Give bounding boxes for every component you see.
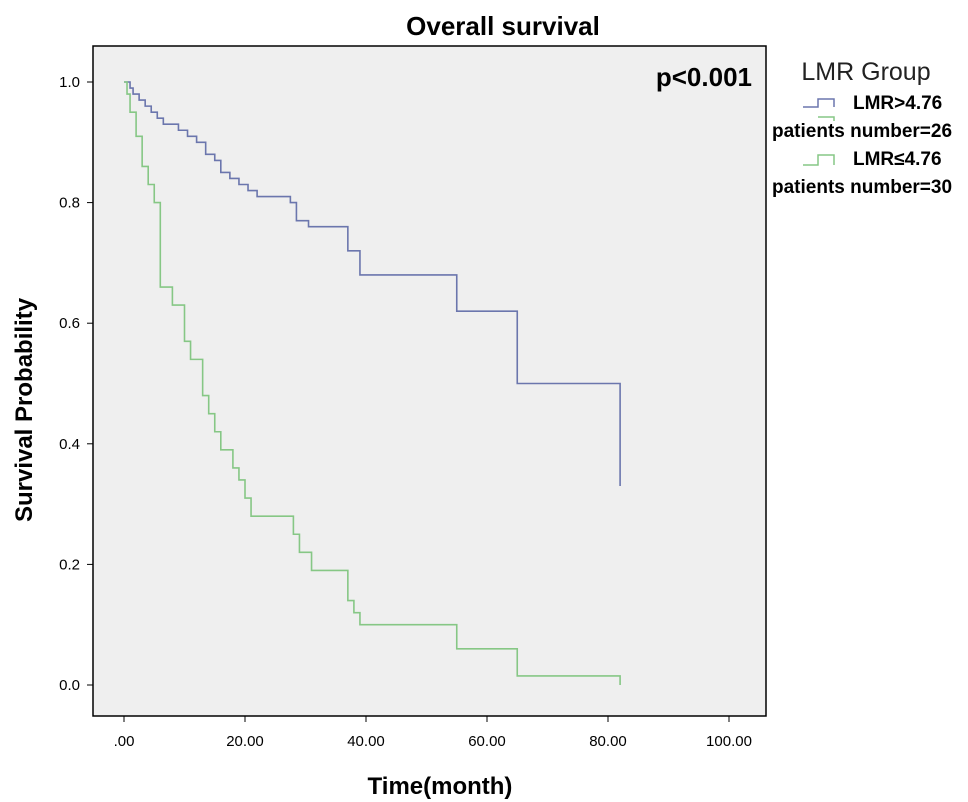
x-axis-ticks: .00 20.00 40.00 60.00 80.00 100.00 [114,716,752,750]
p-value-annotation: p<0.001 [656,62,752,92]
legend-swatch-high-under [818,116,835,121]
y-tick-label: 0.8 [59,195,80,212]
legend-swatch-high [803,98,835,108]
plot-area [92,45,767,717]
survival-curve-lmr-high [124,81,621,487]
x-tick-label: .00 [114,733,135,750]
x-tick-label: 100.00 [706,733,752,750]
y-axis-ticks: 0.0 0.2 0.4 0.6 0.8 1.0 [59,74,93,694]
y-tick-label: 0.4 [59,436,80,453]
y-tick-label: 0.0 [59,677,80,694]
x-tick-label: 20.00 [226,733,264,750]
legend-sub-low: patients number=30 [772,177,952,198]
y-tick-label: 1.0 [59,74,80,91]
survival-curve-lmr-low [124,81,621,685]
legend-title: LMR Group [801,58,930,86]
y-axis-label: Survival Probability [11,297,38,522]
y-tick-label: 0.6 [59,315,80,332]
x-tick-label: 80.00 [589,733,627,750]
x-tick-label: 40.00 [347,733,385,750]
x-axis-label: Time(month) [368,773,513,800]
legend-swatch-low [803,154,835,166]
survival-curves [124,81,621,685]
y-tick-label: 0.2 [59,556,80,573]
legend-label-low: LMR≤4.76 [853,149,942,170]
chart-title: Overall survival [406,11,600,41]
x-tick-label: 60.00 [468,733,506,750]
legend-label-high: LMR>4.76 [853,93,942,114]
legend-sub-high: patients number=26 [772,121,952,142]
legend: LMR Group LMR>4.76 patients number=26 LM… [772,58,952,198]
